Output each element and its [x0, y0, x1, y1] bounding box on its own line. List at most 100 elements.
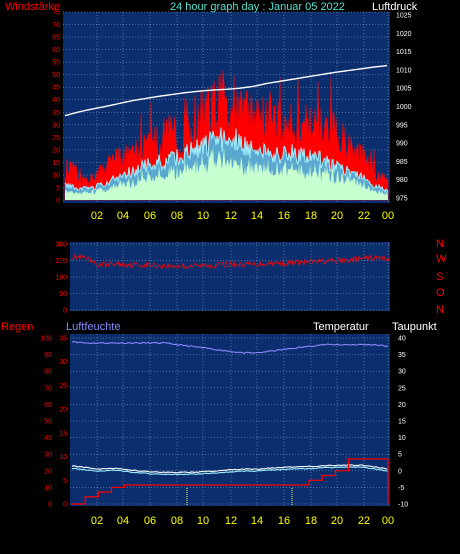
direction-label: S: [436, 271, 443, 283]
humidity-y-tick-label: 20: [44, 468, 52, 475]
wind-direction-plot-area: [70, 242, 390, 311]
x-tick-label: 00: [382, 515, 394, 527]
x-tick-label: 20: [331, 515, 343, 527]
temp-y-tick-label: 0: [398, 468, 402, 475]
wind-y-tick-label: 35: [52, 110, 60, 117]
x-tick-label: 02: [91, 515, 103, 527]
x-tick-label: 16: [278, 210, 290, 222]
x-tick-label: 08: [171, 210, 183, 222]
wind-y-tick-label: 5: [56, 185, 60, 192]
pressure-y-tick-label: 1005: [396, 86, 412, 93]
x-tick-label: 00: [382, 210, 394, 222]
pressure-y-tick-label: 985: [396, 159, 408, 166]
temperature-label: Temperatur: [313, 321, 369, 333]
humidity-y-tick-label: 40: [44, 435, 52, 442]
pressure-y-tick-label: 975: [396, 196, 408, 203]
wind-y-tick-label: 45: [52, 85, 60, 92]
humidity-y-tick-label: 80: [44, 369, 52, 376]
wind-y-tick-label: 55: [52, 60, 60, 67]
wind-y-tick-label: 15: [52, 160, 60, 167]
temp-y-tick-label: -5: [398, 485, 404, 492]
pressure-y-tick-label: 1000: [396, 104, 412, 111]
temperature-line: [71, 464, 389, 474]
rain-y-tick-label: 0: [63, 502, 67, 509]
x-tick-label: 12: [225, 210, 237, 222]
direction-y-tick-label: 90: [59, 291, 67, 298]
humidity-label: Luftfeuchte: [66, 321, 120, 333]
dewpoint-line: [71, 466, 389, 476]
wind-y-tick-label: 75: [52, 10, 60, 17]
temp-y-tick-label: 35: [398, 352, 406, 359]
x-tick-label: 12: [225, 515, 237, 527]
wind-y-tick-label: 30: [52, 122, 60, 129]
rain-y-tick-label: 15: [59, 430, 67, 437]
humidity-y-tick-label: 50: [44, 419, 52, 426]
x-tick-label: 22: [358, 515, 370, 527]
wind-y-tick-label: 20: [52, 147, 60, 154]
direction-y-tick-label: 180: [55, 275, 67, 282]
x-tick-label: 20: [331, 210, 343, 222]
wind-y-tick-label: 50: [52, 72, 60, 79]
humidity-y-tick-label: 10: [44, 485, 52, 492]
humidity-y-tick-label: 70: [44, 385, 52, 392]
rain-label: Regen: [1, 321, 33, 333]
rain-y-tick-label: 25: [59, 383, 67, 390]
wind-y-tick-label: 40: [52, 97, 60, 104]
wind-y-tick-label: 10: [52, 172, 60, 179]
direction-label: W: [436, 253, 447, 265]
temp-y-tick-label: 10: [398, 435, 406, 442]
x-tick-label: 04: [117, 515, 129, 527]
x-tick-label: 18: [305, 515, 317, 527]
temp-y-tick-label: 20: [398, 402, 406, 409]
x-tick-label: 22: [358, 210, 370, 222]
humidity-y-tick-label: 90: [44, 352, 52, 359]
pressure-label: Luftdruck: [372, 1, 418, 13]
wind-mean-area: [65, 146, 388, 200]
humidity-line: [71, 341, 389, 355]
wind-gust-line: [64, 127, 389, 194]
x-tick-label: 16: [278, 515, 290, 527]
humidity-y-tick-label: 0: [48, 502, 52, 509]
wind-y-tick-label: 60: [52, 47, 60, 54]
pressure-y-tick-label: 980: [396, 177, 408, 184]
x-tick-label: 14: [251, 515, 263, 527]
pressure-y-tick-label: 1010: [396, 67, 412, 74]
x-tick-label: 02: [91, 210, 103, 222]
x-tick-label: 14: [251, 210, 263, 222]
direction-y-tick-label: 360: [55, 242, 67, 249]
wind-y-tick-label: 25: [52, 135, 60, 142]
x-tick-label: 10: [197, 515, 209, 527]
humidity-y-tick-label: 60: [44, 402, 52, 409]
x-tick-label: 06: [144, 210, 156, 222]
wind-y-tick-label: 0: [56, 198, 60, 205]
temp-y-tick-label: 5: [398, 452, 402, 459]
humidity-y-tick-label: 30: [44, 452, 52, 459]
direction-label: O: [436, 287, 445, 299]
temp-y-tick-label: -10: [398, 502, 408, 509]
pressure-y-tick-label: 1025: [396, 13, 412, 20]
x-tick-label: 18: [305, 210, 317, 222]
temp-y-tick-label: 40: [398, 336, 406, 343]
pressure-y-tick-label: 1015: [396, 49, 412, 56]
direction-label: N: [436, 238, 444, 250]
x-tick-label: 04: [117, 210, 129, 222]
humidity-y-tick-label: 100: [40, 336, 52, 343]
x-tick-label: 06: [144, 515, 156, 527]
pressure-line: [64, 64, 388, 117]
rain-y-tick-label: 30: [59, 359, 67, 366]
pressure-y-tick-label: 1020: [396, 31, 412, 38]
wind-direction-line: [70, 253, 390, 270]
temp-y-tick-label: 25: [398, 385, 406, 392]
x-tick-label: 10: [197, 210, 209, 222]
dewpoint-label: Taupunkt: [392, 321, 437, 333]
wind-speed-label: Windstärke: [5, 1, 60, 13]
rain-line: [72, 458, 388, 505]
temp-y-tick-label: 15: [398, 419, 406, 426]
x-tick-label: 08: [171, 515, 183, 527]
rain-y-tick-label: 10: [59, 454, 67, 461]
direction-y-tick-label: 0: [63, 308, 67, 315]
direction-y-tick-label: 270: [55, 258, 67, 265]
wind-y-tick-label: 70: [52, 22, 60, 29]
pressure-y-tick-label: 995: [396, 122, 408, 129]
